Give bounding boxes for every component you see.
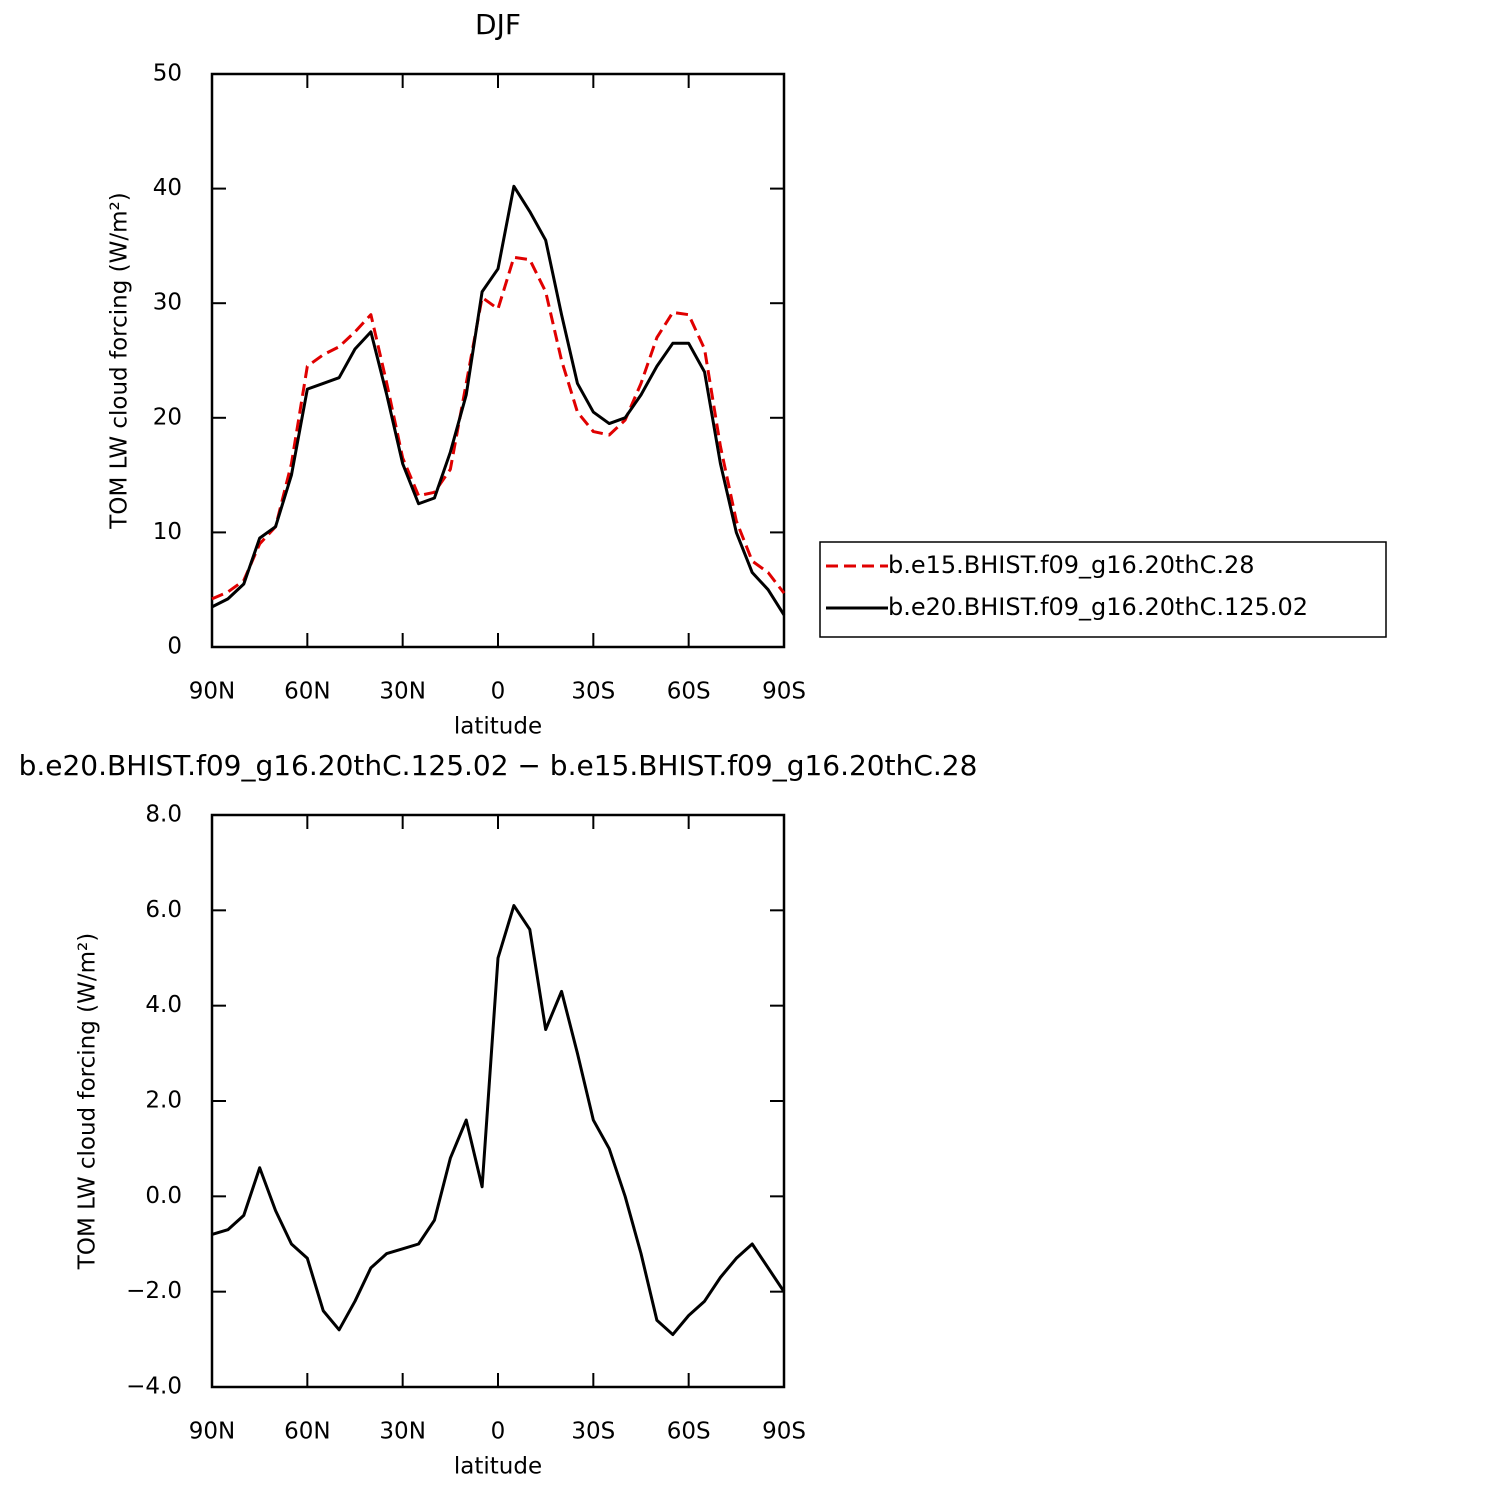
- y-tick-label: 40: [153, 175, 182, 201]
- x-axis-label: latitude: [454, 1454, 542, 1480]
- x-tick-label: 60N: [284, 1419, 330, 1445]
- chart-title: DJF: [475, 8, 521, 41]
- chart-title: b.e20.BHIST.f09_g16.20thC.125.02 − b.e15…: [19, 749, 978, 782]
- y-tick-label: −4.0: [126, 1374, 182, 1400]
- y-tick-label: 2.0: [145, 1088, 182, 1114]
- x-tick-label: 90N: [189, 679, 235, 705]
- x-tick-label: 90S: [762, 679, 806, 705]
- x-axis-label: latitude: [454, 714, 542, 740]
- y-tick-label: 8.0: [145, 802, 182, 828]
- y-tick-label: 50: [153, 61, 182, 87]
- x-tick-label: 0: [491, 679, 506, 705]
- x-tick-label: 0: [491, 1419, 506, 1445]
- x-tick-label: 30N: [379, 679, 425, 705]
- x-tick-label: 60N: [284, 679, 330, 705]
- x-tick-label: 30S: [571, 679, 615, 705]
- y-tick-label: −2.0: [126, 1278, 182, 1304]
- legend-box: [819, 541, 1387, 638]
- legend-label: b.e20.BHIST.f09_g16.20thC.125.02: [888, 593, 1308, 621]
- y-tick-label: 10: [153, 519, 182, 545]
- data-line: [211, 904, 786, 1337]
- data-line: [211, 255, 786, 601]
- y-tick-label: 6.0: [145, 897, 182, 923]
- y-tick-label: 20: [153, 404, 182, 430]
- x-tick-label: 60S: [667, 679, 711, 705]
- legend-label: b.e15.BHIST.f09_g16.20thC.28: [888, 551, 1255, 579]
- y-axis-label: TOM LW cloud forcing (W/m²): [107, 192, 133, 529]
- y-tick-label: 0.0: [145, 1183, 182, 1209]
- plot-frame: [210, 813, 786, 1389]
- x-tick-label: 60S: [667, 1419, 711, 1445]
- x-tick-label: 30S: [571, 1419, 615, 1445]
- y-tick-label: 30: [153, 290, 182, 316]
- y-tick-label: 4.0: [145, 992, 182, 1018]
- x-tick-label: 30N: [379, 1419, 425, 1445]
- y-tick-label: 0: [167, 634, 182, 660]
- x-tick-label: 90N: [189, 1419, 235, 1445]
- data-line: [211, 184, 786, 616]
- y-axis-label: TOM LW cloud forcing (W/m²): [75, 933, 101, 1270]
- x-tick-label: 90S: [762, 1419, 806, 1445]
